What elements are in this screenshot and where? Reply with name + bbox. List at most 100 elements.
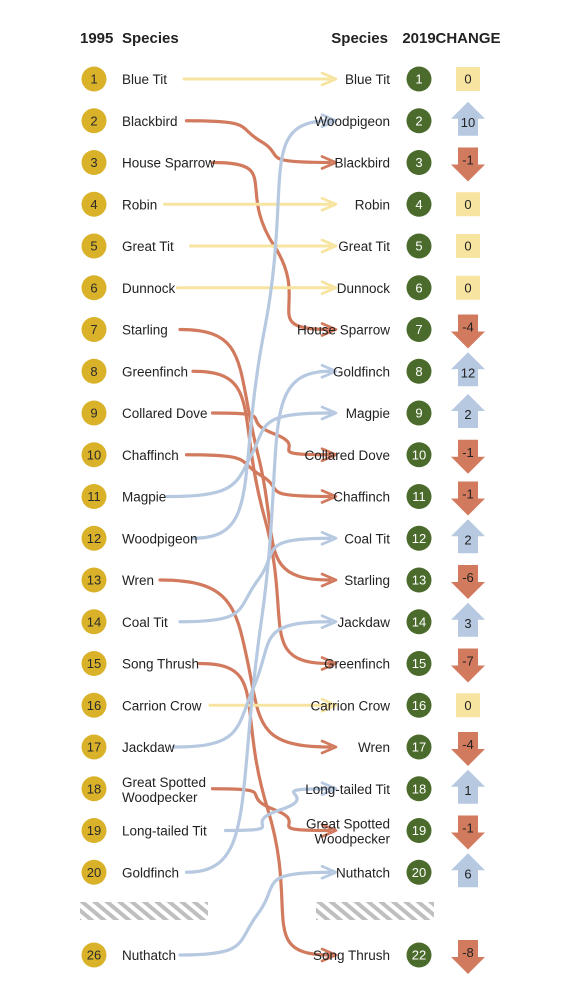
- rank-1995-number: 26: [87, 948, 101, 963]
- change-value: -1: [462, 153, 474, 168]
- change-chaffinch: -1: [451, 481, 485, 516]
- rank-2019-number: 4: [415, 197, 422, 212]
- row-2019-chaffinch: Chaffinch 11: [333, 484, 432, 509]
- rank-2019-badge: [406, 66, 432, 92]
- species-2019-label-line: Woodpecker: [314, 832, 390, 847]
- change-value: 0: [464, 197, 471, 212]
- rank-2019-number: 7: [415, 322, 422, 337]
- species-2019-label: Carrion Crow: [310, 698, 390, 713]
- species-1995-label: House Sparrow: [122, 156, 215, 171]
- connector-nuthatch: [178, 870, 332, 957]
- change-blue-tit: 0: [456, 67, 480, 91]
- species-2019-label: Collared Dove: [304, 448, 390, 463]
- species-1995-label: Dunnock: [122, 281, 176, 296]
- rank-1995-number: 13: [87, 573, 101, 588]
- species-2019-label: Blackbird: [334, 156, 390, 171]
- rank-1995-number: 1: [90, 72, 97, 87]
- species-2019-label: Dunnock: [337, 281, 391, 296]
- hatch-right: [316, 902, 434, 920]
- rank-2019-number: 20: [412, 865, 426, 880]
- arrow-down-icon: [451, 565, 485, 599]
- rank-2019-column: Blue Tit 1 Blackbird 3 House Sparrow 7 Robin 4 G…: [297, 66, 432, 968]
- rank-1995-number: 8: [90, 364, 97, 379]
- rank-1995-number: 2: [90, 113, 97, 128]
- change-coal-tit: 2: [451, 519, 485, 554]
- species-1995-label: Jackdaw: [122, 740, 175, 755]
- arrowhead-nuthatch: [320, 864, 338, 880]
- no-change-box: [456, 693, 480, 718]
- row-1995-blackbird: 2 Blackbird: [81, 108, 178, 134]
- connector-chaffinch: [184, 453, 332, 499]
- no-change-box: [456, 192, 480, 217]
- rank-2019-badge: [406, 484, 432, 509]
- connector-collared-dove: [210, 411, 332, 457]
- arrowhead-jackdaw: [320, 614, 338, 630]
- rank-2019-number: 10: [412, 447, 426, 462]
- rank-2019-number: 9: [415, 406, 422, 421]
- change-value: 0: [464, 72, 471, 87]
- hatch-left: [80, 902, 208, 920]
- species-2019-label: Great Tit: [338, 239, 390, 254]
- rank-2019-number: 16: [412, 698, 426, 713]
- rank-2019-number: 12: [412, 531, 426, 546]
- arrow-up-icon: [451, 769, 485, 804]
- arrowhead-carrion-crow: [320, 697, 338, 713]
- species-1995-label: Blackbird: [122, 114, 178, 129]
- rank-1995-number: 3: [90, 155, 97, 170]
- change-value: -4: [462, 320, 474, 335]
- row-1995-starling: 7 Starling: [81, 317, 168, 342]
- connector-coal-tit: [178, 536, 332, 624]
- row-2019-long-tailed-tit: Long-tailed Tit 18: [305, 776, 432, 802]
- species-2019-label: Jackdaw: [337, 615, 390, 630]
- change-value: -1: [462, 821, 474, 836]
- rank-1995-badge: [81, 567, 107, 593]
- change-nuthatch: 6: [451, 853, 485, 888]
- arrowhead-song-thrush: [320, 947, 338, 963]
- rank-2019-badge: [406, 108, 432, 134]
- no-change-box: [456, 275, 480, 300]
- row-1995-song-thrush: 15 Song Thrush: [81, 651, 199, 676]
- rank-gap-divider: [80, 902, 434, 920]
- row-1995-greenfinch: 8 Greenfinch: [81, 358, 188, 384]
- change-carrion-crow: 0: [456, 693, 480, 718]
- rank-2019-number: 15: [412, 656, 426, 671]
- rank-2019-badge: [406, 651, 432, 676]
- rank-2019-badge: [406, 776, 432, 802]
- change-greenfinch: -7: [451, 648, 485, 683]
- arrowhead-starling: [320, 572, 338, 588]
- rank-2019-badge: [406, 567, 432, 593]
- change-value: 2: [464, 407, 471, 422]
- row-2019-jackdaw: Jackdaw 14: [337, 609, 432, 635]
- change-value: 2: [464, 532, 471, 547]
- change-value: -7: [462, 654, 474, 669]
- connector-greenfinch: [191, 369, 332, 666]
- arrow-up-icon: [451, 602, 485, 637]
- arrow-down-icon: [451, 940, 485, 974]
- row-2019-carrion-crow: Carrion Crow 16: [310, 692, 432, 718]
- rank-2019-number: 19: [412, 823, 426, 838]
- arrowhead-coal-tit: [320, 530, 338, 546]
- change-value: -1: [462, 487, 474, 502]
- rank-1995-number: 4: [90, 197, 97, 212]
- row-1995-coal-tit: 14 Coal Tit: [81, 609, 168, 635]
- rank-1995-number: 19: [87, 823, 101, 838]
- rank-2019-number: 11: [412, 489, 426, 504]
- species-1995-label: Great Tit: [122, 239, 174, 254]
- rank-2019-badge: [406, 233, 432, 259]
- arrowhead-great-tit: [320, 238, 338, 254]
- row-2019-dunnock: Dunnock 6: [337, 275, 432, 301]
- arrowhead-woodpigeon: [320, 113, 338, 129]
- rank-1995-badge: [81, 609, 107, 635]
- species-1995-label: Greenfinch: [122, 364, 188, 379]
- no-change-box: [456, 234, 480, 258]
- species-2019-label: Song Thrush: [313, 948, 390, 963]
- row-1995-woodpigeon: 12 Woodpigeon: [81, 525, 198, 551]
- species-1995-label: Long-tailed Tit: [122, 824, 207, 839]
- species-2019-label: Goldfinch: [333, 364, 390, 379]
- rank-1995-number: 14: [87, 614, 101, 629]
- row-1995-nuthatch: 26 Nuthatch: [81, 942, 176, 968]
- row-1995-dunnock: 6 Dunnock: [81, 275, 176, 301]
- arrowhead-chaffinch: [320, 489, 338, 504]
